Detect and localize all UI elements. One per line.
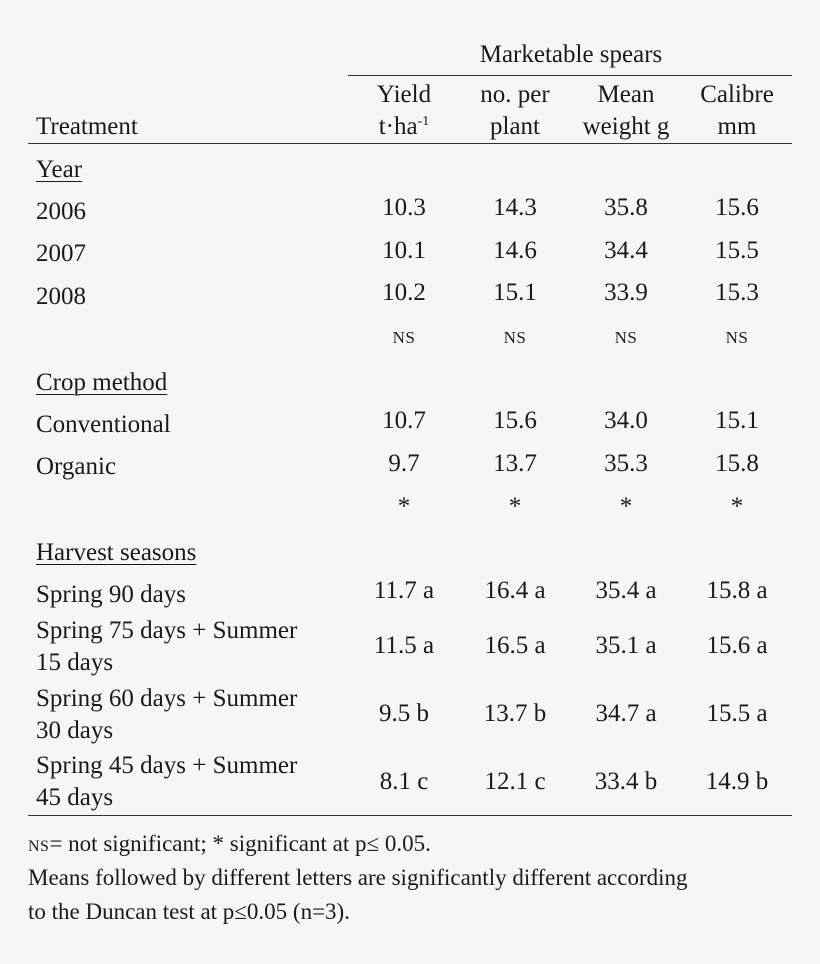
- col-header-count-line2: plant: [490, 113, 540, 140]
- section-title-harvest-seasons: Harvest seasons: [36, 539, 197, 566]
- col-header-yield-line2: t·ha-1: [378, 113, 430, 140]
- group-header: Marketable spears: [479, 41, 663, 68]
- cell-2008-weight: 33.9: [604, 279, 648, 306]
- cell-spring90-weight: 35.4 a: [595, 577, 657, 604]
- cell-organic-weight: 35.3: [604, 450, 648, 477]
- cell-spring45-yield: 8.1 c: [379, 768, 429, 795]
- footnote-ns-abbr: NS: [28, 838, 50, 855]
- cell-2007-count: 14.6: [493, 237, 537, 264]
- cell-spring60-count: 13.7 b: [483, 700, 547, 727]
- cell-2007-weight: 34.4: [604, 237, 648, 264]
- row-label-spring45-line2: 45 days: [36, 784, 114, 811]
- cell-spring90-calibre: 15.8 a: [706, 577, 768, 604]
- col-header-count-line1: no. per: [480, 81, 550, 108]
- cell-spring45-count: 12.1 c: [484, 768, 546, 795]
- col-header-weight-line1: Mean: [597, 81, 655, 108]
- cell-spring60-weight: 34.7 a: [595, 700, 657, 727]
- sig-year-weight: NS: [614, 328, 638, 347]
- cell-spring60-yield: 9.5 b: [379, 700, 429, 727]
- cell-spring90-count: 16.4 a: [484, 577, 546, 604]
- cell-spring45-weight: 33.4 b: [594, 768, 658, 795]
- header-bottom-rule: [28, 143, 792, 144]
- sig-crop-count: *: [508, 493, 522, 520]
- cell-2007-yield: 10.1: [382, 237, 426, 264]
- cell-spring75-weight: 35.1 a: [595, 632, 657, 659]
- col-header-yield-line1: Yield: [376, 81, 432, 108]
- cell-2006-count: 14.3: [493, 194, 537, 221]
- cell-conventional-count: 15.6: [493, 407, 537, 434]
- sig-year-count: NS: [503, 328, 527, 347]
- cell-spring90-yield: 11.7 a: [373, 577, 435, 604]
- sig-year-yield: NS: [392, 328, 416, 347]
- sig-year-calibre: NS: [725, 328, 749, 347]
- cell-2008-yield: 10.2: [382, 279, 426, 306]
- cell-2006-calibre: 15.6: [715, 194, 759, 221]
- sig-crop-calibre: *: [730, 493, 744, 520]
- footnote-ns-text: = not significant; * significant at p≤ 0…: [49, 831, 431, 856]
- col-header-weight-line2: weight g: [582, 113, 670, 140]
- cell-conventional-yield: 10.7: [382, 407, 426, 434]
- row-label-2008: 2008: [36, 283, 86, 310]
- row-label-2006: 2006: [36, 198, 86, 225]
- row-label-conventional: Conventional: [36, 411, 171, 438]
- cell-2006-yield: 10.3: [382, 194, 426, 221]
- cell-2007-calibre: 15.5: [715, 237, 759, 264]
- row-label-spring75-line2: 15 days: [36, 649, 114, 676]
- section-title-crop-method: Crop method: [36, 369, 168, 396]
- footnote-significance: NS= not significant; * significant at p≤…: [28, 829, 431, 862]
- section-title-year: Year: [36, 156, 83, 183]
- sig-crop-weight: *: [619, 493, 633, 520]
- col-header-calibre-line1: Calibre: [700, 81, 774, 108]
- cell-spring45-calibre: 14.9 b: [705, 768, 769, 795]
- cell-organic-count: 13.7: [493, 450, 537, 477]
- row-label-spring-90: Spring 90 days: [36, 581, 186, 608]
- cell-spring60-calibre: 15.5 a: [706, 700, 768, 727]
- cell-spring75-yield: 11.5 a: [373, 632, 435, 659]
- table-bottom-rule: [28, 815, 792, 816]
- cell-spring75-count: 16.5 a: [484, 632, 546, 659]
- group-header-rule: [348, 75, 792, 76]
- row-label-spring45-line1: Spring 45 days + Summer: [36, 752, 298, 779]
- footnote-duncan-line1: Means followed by different letters are …: [28, 865, 688, 890]
- row-label-spring60-line1: Spring 60 days + Summer: [36, 685, 298, 712]
- cell-conventional-calibre: 15.1: [715, 407, 759, 434]
- cell-conventional-weight: 34.0: [604, 407, 648, 434]
- cell-organic-yield: 9.7: [388, 450, 420, 477]
- stub-header: Treatment: [36, 113, 138, 140]
- cell-2008-calibre: 15.3: [715, 279, 759, 306]
- footnote-duncan-line2: to the Duncan test at p≤0.05 (n=3).: [28, 899, 350, 924]
- cell-spring75-calibre: 15.6 a: [706, 632, 768, 659]
- row-label-2007: 2007: [36, 240, 86, 267]
- row-label-organic: Organic: [36, 453, 117, 480]
- row-label-spring60-line2: 30 days: [36, 717, 114, 744]
- cell-2008-count: 15.1: [493, 279, 537, 306]
- col-header-calibre-line2: mm: [717, 113, 757, 140]
- cell-organic-calibre: 15.8: [715, 450, 759, 477]
- sig-crop-yield: *: [397, 493, 411, 520]
- row-label-spring75-line1: Spring 75 days + Summer: [36, 617, 298, 644]
- cell-2006-weight: 35.8: [604, 194, 648, 221]
